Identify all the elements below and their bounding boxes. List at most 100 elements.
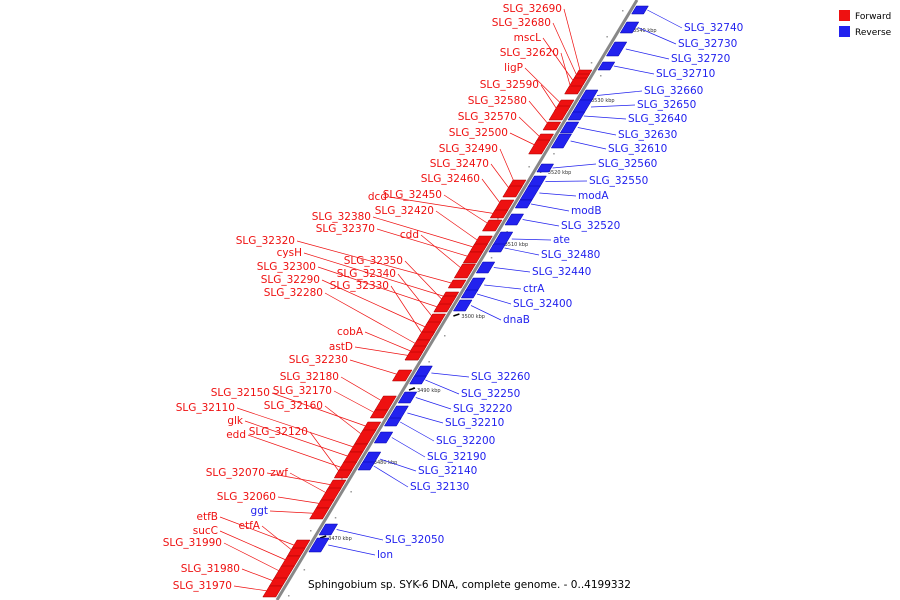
forward-gene-label[interactable]: SLG_32470	[430, 158, 489, 170]
forward-gene-block[interactable]	[404, 351, 424, 361]
reverse-gene-block[interactable]	[536, 163, 555, 173]
forward-gene-label[interactable]: SLG_32420	[375, 205, 434, 217]
forward-gene-label[interactable]: SLG_32490	[439, 143, 498, 155]
reverse-gene-label[interactable]: ctrA	[523, 283, 545, 295]
reverse-gene-block[interactable]	[605, 41, 628, 57]
reverse-gene-label[interactable]: SLG_32250	[461, 388, 520, 400]
reverse-gene-label[interactable]: dnaB	[503, 314, 530, 326]
reverse-gene-label[interactable]: SLG_32720	[671, 53, 730, 65]
reverse-gene-label[interactable]: SLG_32660	[644, 85, 703, 97]
reverse-gene-label[interactable]: SLG_32140	[418, 465, 477, 477]
forward-gene-label[interactable]: etfA	[239, 520, 261, 532]
forward-gene-block[interactable]	[309, 507, 330, 520]
forward-gene-label[interactable]: SLG_32680	[492, 17, 551, 29]
reverse-gene-block[interactable]	[631, 5, 649, 15]
reverse-gene-label[interactable]: SLG_32740	[684, 22, 743, 34]
reverse-gene-label[interactable]: SLG_32550	[589, 175, 648, 187]
forward-gene-label[interactable]: SLG_32120	[249, 426, 308, 438]
reverse-gene-block[interactable]	[397, 391, 418, 404]
forward-gene-block[interactable]	[462, 251, 484, 264]
forward-gene-block[interactable]	[481, 219, 503, 232]
reverse-gene-label[interactable]: SLG_32480	[541, 249, 600, 261]
reverse-gene-block[interactable]	[460, 289, 479, 299]
forward-gene-label[interactable]: SLG_31990	[163, 537, 222, 549]
forward-gene-block[interactable]	[502, 185, 523, 198]
forward-gene-block[interactable]	[369, 409, 389, 419]
reverse-gene-label[interactable]: SLG_32440	[532, 266, 591, 278]
forward-gene-label[interactable]: SLG_32460	[421, 173, 480, 185]
forward-gene-label[interactable]: sucC	[193, 525, 218, 537]
reverse-gene-label[interactable]: SLG_32560	[598, 158, 657, 170]
forward-gene-label[interactable]: ligP	[504, 62, 523, 74]
forward-gene-label[interactable]: SLG_31970	[173, 580, 232, 592]
forward-gene-label[interactable]: SLG_32060	[217, 491, 276, 503]
forward-gene-label[interactable]: cobA	[337, 326, 364, 338]
forward-gene-label[interactable]: SLG_32340	[337, 268, 396, 280]
forward-gene-label[interactable]: SLG_32290	[261, 274, 320, 286]
forward-gene-label[interactable]: SLG_32070	[206, 467, 265, 479]
reverse-gene-label[interactable]: SLG_32710	[656, 68, 715, 80]
reverse-gene-label[interactable]: SLG_32630	[618, 129, 677, 141]
reverse-gene-block[interactable]	[373, 431, 394, 444]
forward-gene-label[interactable]: glk	[227, 415, 244, 427]
reverse-gene-label[interactable]: SLG_32640	[628, 113, 687, 125]
forward-gene-label[interactable]: SLG_32300	[257, 261, 316, 273]
reverse-gene-block[interactable]	[475, 261, 496, 274]
forward-gene-block[interactable]	[453, 263, 477, 279]
forward-gene-label[interactable]: cdd	[400, 229, 419, 241]
reverse-gene-block[interactable]	[567, 111, 586, 121]
reverse-gene-label[interactable]: SLG_32520	[561, 220, 620, 232]
reverse-gene-label[interactable]: SLG_32650	[637, 99, 696, 111]
forward-gene-label[interactable]: SLG_32150	[211, 387, 270, 399]
reverse-gene-block[interactable]	[488, 243, 507, 253]
reverse-gene-block[interactable]	[308, 537, 330, 553]
forward-gene-label[interactable]: SLG_32230	[289, 354, 348, 366]
forward-gene-block[interactable]	[262, 585, 283, 598]
forward-gene-label[interactable]: dcd	[368, 191, 387, 203]
reverse-gene-label[interactable]: SLG_32400	[513, 298, 572, 310]
reverse-gene-label[interactable]: SLG_32210	[445, 417, 504, 429]
reverse-gene-label[interactable]: ate	[553, 234, 570, 246]
reverse-gene-block[interactable]	[318, 523, 339, 536]
forward-gene-label[interactable]: SLG_32280	[264, 287, 323, 299]
reverse-gene-block[interactable]	[409, 375, 427, 385]
reverse-gene-block[interactable]	[550, 133, 573, 149]
forward-gene-label[interactable]: cysH	[277, 247, 302, 259]
reverse-gene-label[interactable]: SLG_32200	[436, 435, 495, 447]
forward-gene-label[interactable]: SLG_32690	[503, 3, 562, 15]
reverse-gene-label[interactable]: SLG_32730	[678, 38, 737, 50]
forward-gene-label[interactable]: zwf	[270, 467, 288, 479]
forward-gene-label[interactable]: SLG_32380	[312, 211, 371, 223]
reverse-gene-label[interactable]: SLG_32260	[471, 371, 530, 383]
forward-gene-block[interactable]	[542, 121, 562, 131]
forward-gene-block[interactable]	[489, 209, 509, 219]
forward-gene-label[interactable]: SLG_32500	[449, 127, 508, 139]
reverse-gene-label[interactable]: lon	[377, 549, 393, 561]
reverse-gene-block[interactable]	[357, 461, 376, 471]
reverse-gene-block[interactable]	[452, 299, 473, 312]
forward-gene-block[interactable]	[548, 105, 571, 121]
reverse-gene-block[interactable]	[619, 21, 640, 34]
reverse-gene-block[interactable]	[504, 213, 525, 226]
forward-gene-label[interactable]: SLG_32180	[280, 371, 339, 383]
reverse-gene-label[interactable]: modA	[578, 190, 609, 202]
reverse-gene-block[interactable]	[559, 121, 580, 134]
forward-gene-block[interactable]	[564, 85, 583, 95]
forward-gene-label[interactable]: ggt	[251, 505, 268, 517]
forward-gene-block[interactable]	[333, 469, 353, 479]
reverse-gene-block[interactable]	[597, 61, 616, 71]
forward-gene-block[interactable]	[447, 279, 467, 289]
forward-gene-label[interactable]: SLG_32580	[468, 95, 527, 107]
reverse-gene-label[interactable]: SLG_32610	[608, 143, 667, 155]
forward-gene-label[interactable]: SLG_32170	[273, 385, 332, 397]
reverse-gene-block[interactable]	[383, 417, 402, 427]
reverse-gene-label[interactable]: SLG_32220	[453, 403, 512, 415]
forward-gene-label[interactable]: SLG_32350	[344, 255, 403, 267]
forward-gene-label[interactable]: mscL	[514, 32, 541, 44]
forward-gene-block[interactable]	[391, 369, 413, 382]
forward-gene-label[interactable]: SLG_32110	[176, 402, 235, 414]
forward-gene-label[interactable]: SLG_32570	[458, 111, 517, 123]
forward-gene-block[interactable]	[528, 139, 551, 155]
reverse-gene-label[interactable]: SLG_32130	[410, 481, 469, 493]
forward-gene-label[interactable]: edd	[226, 429, 246, 441]
